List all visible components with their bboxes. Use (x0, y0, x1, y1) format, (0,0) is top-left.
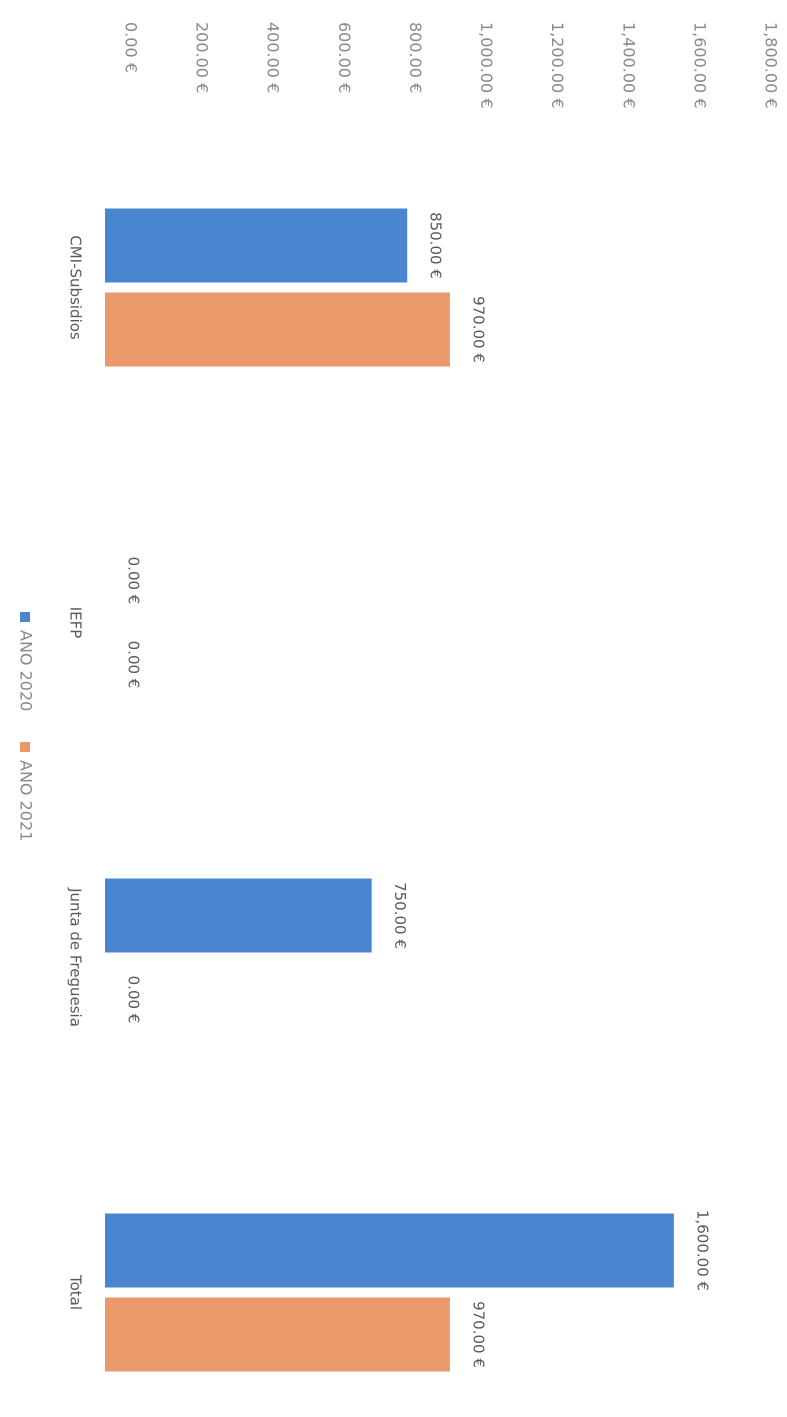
bar (105, 1213, 674, 1288)
x-tick-label: Junta de Freguesia (67, 887, 85, 1027)
x-tick-label: CMI-Subsidios (67, 235, 85, 340)
y-tick-label: 800.00 € (406, 22, 425, 93)
y-tick-label: 1,600.00 € (690, 22, 709, 109)
y-tick-label: 200.00 € (193, 22, 212, 93)
bar (105, 208, 408, 283)
legend-swatch (20, 742, 30, 752)
data-label: 0.00 € (125, 641, 143, 689)
y-tick-label: 1,000.00 € (477, 22, 496, 109)
x-tick-label: Total (67, 1274, 85, 1310)
data-label: 750.00 € (391, 882, 409, 949)
legend-label: ANO 2021 (17, 760, 36, 841)
data-label: 850.00 € (427, 212, 445, 279)
y-tick-label: 0.00 € (122, 22, 141, 73)
data-label: 0.00 € (125, 557, 143, 605)
y-tick-label: 400.00 € (264, 22, 283, 93)
y-tick-label: 1,200.00 € (548, 22, 567, 109)
y-tick-label: 1,800.00 € (762, 22, 781, 109)
data-label: 970.00 € (469, 296, 487, 363)
legend-label: ANO 2020 (17, 630, 36, 711)
y-tick-label: 600.00 € (335, 22, 354, 93)
data-label: 970.00 € (469, 1301, 487, 1368)
bar (105, 1297, 450, 1372)
x-tick-label: IEFP (67, 607, 85, 639)
data-label: 1,600.00 € (693, 1210, 711, 1291)
bar (105, 878, 372, 953)
legend-swatch (20, 612, 30, 622)
data-label: 0.00 € (125, 976, 143, 1024)
y-tick-label: 1,400.00 € (619, 22, 638, 109)
bar (105, 292, 450, 367)
